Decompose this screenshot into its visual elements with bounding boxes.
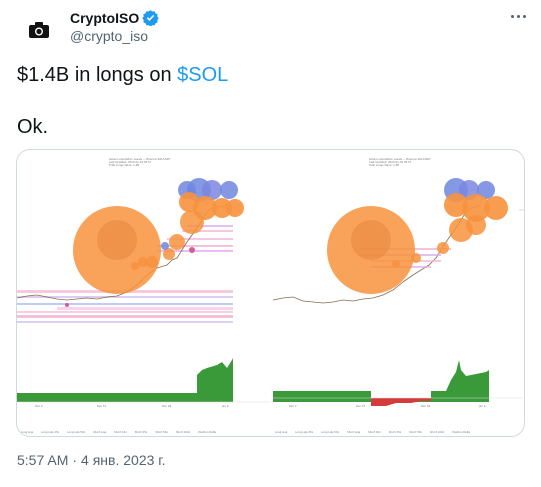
cashtag-link[interactable]: $SOL — [177, 64, 229, 86]
author-avatar[interactable] — [17, 8, 61, 52]
x-tick: Dec 15 — [97, 405, 107, 408]
chart-title: Solana Liquidation Levels — Binance SOL/… — [109, 158, 171, 167]
liquidation-heatmap-left — [17, 178, 271, 403]
x-tick: Dec 2 — [35, 405, 43, 408]
chart-legend: Long Liqs Long Liqs 25x Long Liqs 50x Sh… — [21, 431, 217, 434]
chart-legend: Long Liqs Long Liqs 25x Long Liqs 50x Sh… — [275, 431, 471, 434]
tweet-text-line1: $1.4B in longs on $SOL — [17, 64, 228, 87]
media-image-right[interactable]: Solana Liquidation Levels — Binance SOL/… — [271, 150, 524, 436]
author-display-name[interactable]: CryptoISO — [70, 9, 140, 26]
x-tick: Dec 28 — [162, 405, 172, 408]
dot — [510, 14, 514, 18]
tweet-time[interactable]: 5:57 AM — [17, 452, 69, 468]
liquidation-heatmap-right — [271, 178, 524, 406]
chart-title: Solana Liquidation Levels — Binance SOL/… — [369, 158, 431, 167]
dot — [516, 14, 520, 18]
tweet-media[interactable]: Solana Liquidation Levels — Binance SOL/… — [16, 149, 525, 437]
more-dots-icon[interactable] — [507, 8, 529, 24]
timestamp-separator: · — [72, 452, 78, 468]
author-handle[interactable]: @crypto_iso — [70, 28, 149, 44]
media-image-left[interactable]: Solana Liquidation Levels — Binance SOL/… — [17, 150, 271, 436]
dot — [522, 14, 526, 18]
tweet-text-prefix: $1.4B in longs on — [17, 64, 178, 86]
tweet-date[interactable]: 4 янв. 2023 г. — [81, 452, 166, 468]
x-tick: Dec 2 — [289, 405, 297, 408]
x-tick: Jan 4 — [479, 405, 486, 408]
author-name-row[interactable]: CryptoISO — [70, 9, 159, 26]
tweet-text-line2: Ok. — [17, 116, 49, 138]
x-tick: Dec 15 — [356, 405, 366, 408]
x-tick: Dec 28 — [421, 405, 431, 408]
x-tick: Jan 4 — [222, 405, 229, 408]
camera-icon — [29, 22, 49, 38]
verified-badge-icon — [142, 10, 159, 26]
tweet-timestamp[interactable]: 5:57 AM · 4 янв. 2023 г. — [17, 452, 166, 468]
